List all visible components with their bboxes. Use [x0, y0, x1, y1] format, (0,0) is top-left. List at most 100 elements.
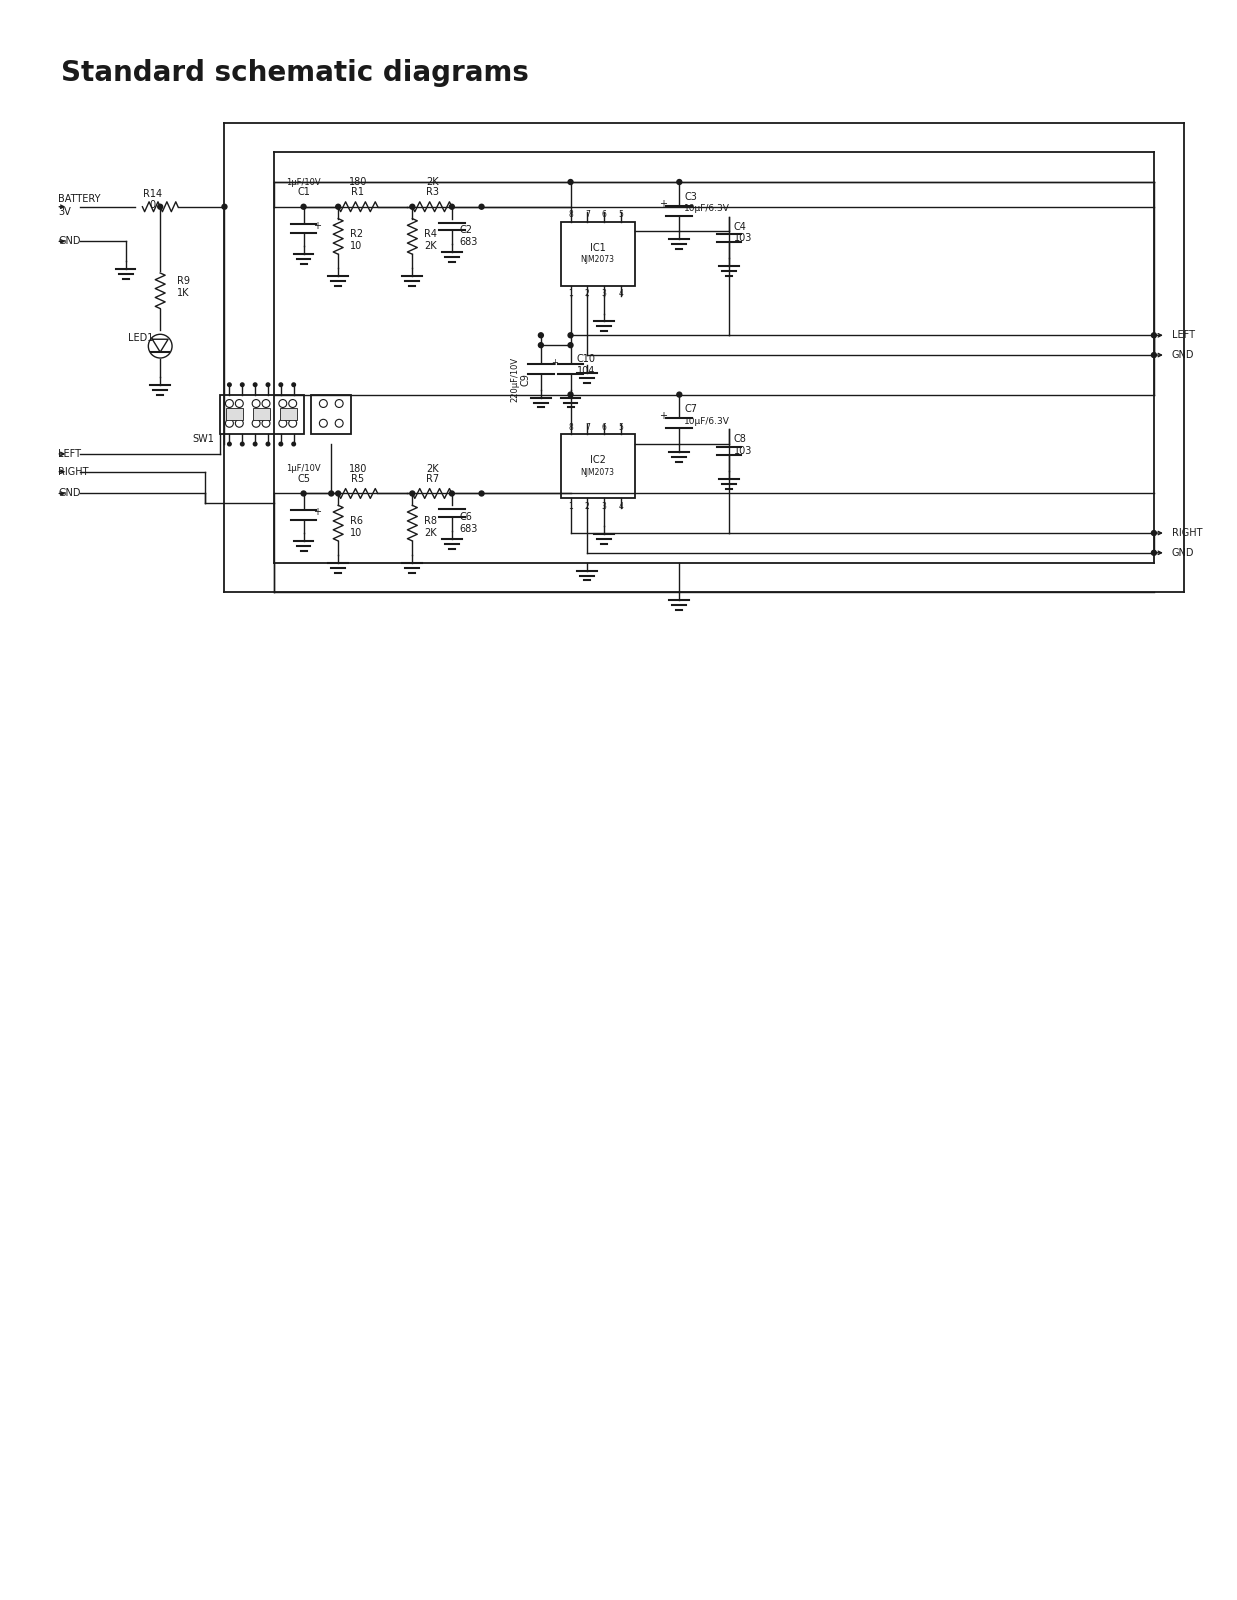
Text: RIGHT: RIGHT [58, 467, 89, 477]
Text: 7: 7 [585, 422, 590, 432]
Circle shape [677, 392, 682, 397]
Text: C3: C3 [684, 192, 698, 202]
Text: +: + [659, 411, 668, 421]
Bar [312, 395, 351, 434]
Text: 683: 683 [460, 237, 479, 248]
Bar [560, 221, 635, 286]
Text: C6: C6 [460, 512, 473, 522]
Text: 180: 180 [349, 178, 367, 187]
Text: 10μF/6.3V: 10μF/6.3V [684, 205, 730, 213]
Text: +: + [313, 507, 322, 517]
Text: 0: 0 [150, 200, 156, 210]
Text: GND: GND [58, 488, 80, 499]
Text: 103: 103 [734, 234, 752, 243]
Text: 220μF/10V: 220μF/10V [510, 357, 520, 402]
Bar [254, 408, 270, 421]
Text: C1: C1 [297, 187, 310, 197]
Circle shape [292, 442, 296, 446]
Text: 1K: 1K [177, 288, 189, 298]
Text: GND: GND [58, 237, 80, 246]
Text: 2K: 2K [424, 528, 437, 538]
Text: NJM2073: NJM2073 [580, 254, 615, 264]
Text: 1: 1 [568, 290, 573, 298]
Text: LEFT: LEFT [58, 450, 82, 459]
Text: 683: 683 [460, 525, 479, 534]
Circle shape [568, 179, 573, 184]
Text: C2: C2 [460, 226, 473, 235]
Circle shape [335, 491, 340, 496]
Text: 2K: 2K [426, 464, 438, 474]
Bar [560, 434, 635, 499]
Circle shape [280, 442, 282, 446]
Text: 10: 10 [350, 528, 362, 538]
Text: R9: R9 [177, 275, 190, 286]
Text: +: + [659, 198, 668, 208]
Text: R7: R7 [426, 474, 439, 483]
Circle shape [228, 382, 231, 387]
Text: IC1: IC1 [590, 243, 606, 253]
Text: 4: 4 [618, 290, 623, 298]
Circle shape [292, 382, 296, 387]
Text: C9: C9 [521, 373, 531, 386]
Circle shape [301, 205, 306, 210]
Text: +: + [552, 358, 558, 368]
Bar [280, 408, 297, 421]
Text: 5: 5 [618, 422, 623, 432]
Text: C4: C4 [734, 221, 747, 232]
Bar [226, 408, 244, 421]
Text: 6: 6 [601, 422, 606, 432]
Text: 2K: 2K [424, 242, 437, 251]
Text: R8: R8 [424, 517, 437, 526]
Circle shape [240, 382, 244, 387]
Circle shape [329, 491, 334, 496]
Text: BATTERY: BATTERY [58, 194, 101, 203]
Text: IC2: IC2 [590, 456, 606, 466]
Circle shape [254, 442, 257, 446]
Text: LED1: LED1 [127, 333, 153, 344]
Text: R2: R2 [350, 229, 364, 240]
Text: SW1: SW1 [193, 434, 214, 445]
Text: 1: 1 [568, 502, 573, 510]
Circle shape [1152, 333, 1157, 338]
Circle shape [409, 491, 414, 496]
Circle shape [254, 382, 257, 387]
Circle shape [280, 382, 282, 387]
Circle shape [335, 205, 340, 210]
Text: 104: 104 [576, 366, 595, 376]
Circle shape [568, 392, 573, 397]
Text: C10: C10 [576, 354, 595, 365]
Circle shape [1152, 352, 1157, 357]
Text: R5: R5 [351, 474, 365, 483]
Text: 10: 10 [350, 242, 362, 251]
Circle shape [158, 205, 163, 210]
Text: 103: 103 [734, 446, 752, 456]
Text: GND: GND [1171, 350, 1194, 360]
Text: 6: 6 [601, 210, 606, 219]
Text: 3V: 3V [58, 206, 71, 216]
Circle shape [479, 491, 484, 496]
Circle shape [449, 205, 454, 210]
Text: R4: R4 [424, 229, 437, 240]
Circle shape [449, 491, 454, 496]
Text: RIGHT: RIGHT [1171, 528, 1202, 538]
Circle shape [1152, 550, 1157, 555]
Circle shape [409, 205, 414, 210]
Text: GND: GND [1171, 547, 1194, 558]
Circle shape [221, 205, 226, 210]
Text: LEFT: LEFT [1171, 330, 1195, 341]
Bar [219, 395, 303, 434]
Text: 3: 3 [601, 502, 606, 510]
Text: 2: 2 [585, 290, 590, 298]
Text: C5: C5 [297, 474, 310, 483]
Text: Standard schematic diagrams: Standard schematic diagrams [62, 59, 529, 88]
Text: +: + [313, 221, 322, 230]
Circle shape [301, 491, 306, 496]
Text: R3: R3 [426, 187, 439, 197]
Text: NJM2073: NJM2073 [580, 467, 615, 477]
Circle shape [677, 179, 682, 184]
Text: 10μF/6.3V: 10μF/6.3V [684, 418, 730, 426]
Circle shape [266, 442, 270, 446]
Text: 8: 8 [568, 210, 573, 219]
Text: R1: R1 [351, 187, 365, 197]
Circle shape [538, 333, 543, 338]
